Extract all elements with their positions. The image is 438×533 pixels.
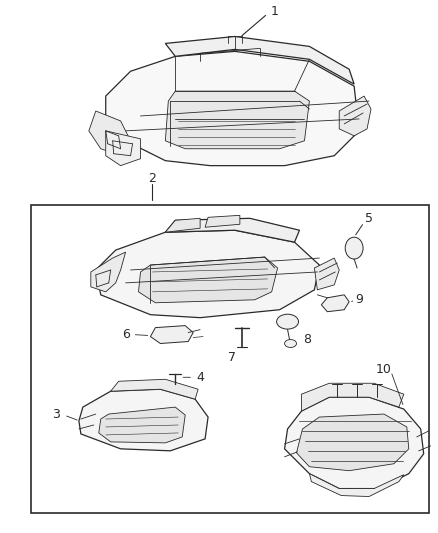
Text: 5: 5 — [365, 212, 373, 225]
Polygon shape — [321, 295, 349, 312]
Polygon shape — [106, 51, 359, 166]
Polygon shape — [138, 257, 278, 303]
Polygon shape — [165, 219, 300, 242]
Text: 8: 8 — [304, 333, 311, 346]
Polygon shape — [285, 397, 424, 489]
Text: 4: 4 — [196, 371, 204, 384]
Polygon shape — [301, 383, 404, 411]
Text: 7: 7 — [228, 351, 236, 364]
Polygon shape — [111, 379, 198, 399]
Bar — [31, 205, 429, 513]
Ellipse shape — [345, 237, 363, 259]
Ellipse shape — [285, 340, 297, 348]
Text: 10: 10 — [376, 363, 392, 376]
Text: 1: 1 — [271, 5, 279, 18]
Polygon shape — [150, 326, 193, 343]
Ellipse shape — [277, 314, 298, 329]
Polygon shape — [314, 258, 339, 290]
Text: 6: 6 — [122, 328, 130, 341]
Polygon shape — [79, 389, 208, 451]
Text: 9: 9 — [355, 293, 363, 306]
Text: 2: 2 — [148, 172, 156, 185]
Polygon shape — [99, 407, 185, 443]
Polygon shape — [106, 131, 141, 166]
Polygon shape — [91, 252, 126, 292]
Polygon shape — [89, 111, 131, 156]
Polygon shape — [309, 474, 404, 497]
Polygon shape — [339, 96, 371, 136]
Polygon shape — [205, 215, 240, 227]
Polygon shape — [96, 230, 319, 318]
Polygon shape — [297, 414, 409, 471]
Polygon shape — [165, 36, 354, 84]
Polygon shape — [165, 219, 200, 232]
Polygon shape — [165, 91, 309, 149]
Text: 3: 3 — [52, 408, 60, 421]
